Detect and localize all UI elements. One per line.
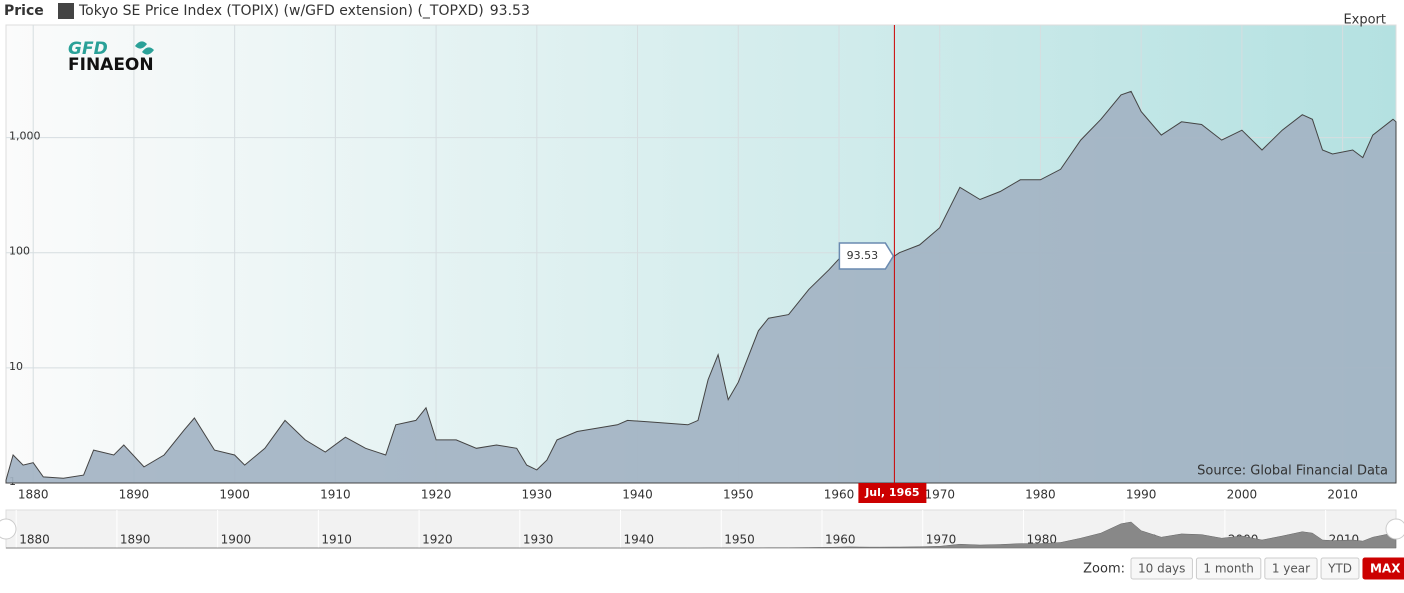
x-tick-label: 1950 [723, 488, 754, 502]
x-tick-label: 1970 [924, 488, 955, 502]
navigator-tick-label: 1910 [321, 533, 352, 547]
zoom-button-label[interactable]: 1 month [1203, 562, 1253, 576]
crosshair-x-label-bg [858, 483, 927, 503]
navigator-handle[interactable] [1385, 518, 1404, 540]
x-tick-label: 1940 [622, 488, 653, 502]
x-tick-label: 1990 [1126, 488, 1157, 502]
x-tick-label: 1930 [522, 488, 553, 502]
logo-leaves [135, 41, 154, 55]
zoom-button[interactable] [1362, 557, 1404, 580]
header-value: 93.53 [490, 3, 530, 19]
zoom-button-label[interactable]: MAX [1370, 562, 1401, 576]
x-tick-label: 1900 [219, 488, 250, 502]
navigator-handle[interactable] [0, 518, 17, 540]
area-series [5, 90, 1397, 484]
zoom-button[interactable] [1264, 557, 1318, 580]
zoom-button-label[interactable]: YTD [1327, 562, 1352, 576]
zoom-buttons: 10 days 1 month 1 year YTD MAX [1130, 557, 1404, 580]
y-tick-label: 1,000 [9, 130, 41, 143]
navigator-tick-label: 1960 [825, 533, 856, 547]
export-button[interactable]: Export [1343, 13, 1386, 28]
navigator-tick-label: 1940 [624, 533, 655, 547]
header-label: Price [4, 3, 44, 19]
x-tick-label: 2000 [1227, 488, 1258, 502]
navigator-tick-label: 1950 [724, 533, 755, 547]
navigator-tick-label: 1900 [221, 533, 252, 547]
zoom-button[interactable] [1320, 557, 1360, 580]
x-tick-label: 1980 [1025, 488, 1056, 502]
zoom-button[interactable] [1130, 557, 1193, 580]
navigator-tick-label: 1930 [523, 533, 554, 547]
navigator-tick-label: 1880 [19, 533, 50, 547]
x-tick-label: 2010 [1327, 488, 1358, 502]
zoom-button[interactable] [1195, 557, 1262, 580]
navigator-series: 1880 1890 1900 1910 1920 1930 1940 1950 1960 1970… [6, 510, 1397, 549]
navigator-tick-label: 1920 [422, 533, 453, 547]
zoom-label: Zoom: [1083, 562, 1125, 577]
x-tick-label: 1890 [119, 488, 150, 502]
zoom-button-label[interactable]: 10 days [1138, 562, 1185, 576]
navigator-tick-label: 1970 [926, 533, 957, 547]
x-tick-label: 1960 [824, 488, 855, 502]
legend-swatch [58, 3, 74, 19]
x-tick-label: 1910 [320, 488, 351, 502]
tooltip-value: 93.53 [847, 249, 879, 262]
source-note: Source: Global Financial Data [1197, 464, 1388, 479]
y-tick-label: 100 [9, 245, 30, 258]
x-tick-label: 1880 [18, 488, 49, 502]
crosshair-x-label: Jul, 1965 [864, 486, 919, 499]
plot: 1101001,00018801890190019101920193019401… [5, 25, 1397, 503]
zoom-button-label[interactable]: 1 year [1272, 562, 1310, 576]
logo-bottom: FINAEON [68, 55, 154, 75]
tooltip-box [838, 242, 895, 270]
navigator-area [6, 521, 1397, 549]
navigator-tick-label: 1890 [120, 533, 151, 547]
legend-entry: Tokyo SE Price Index (TOPIX) (w/GFD exte… [78, 3, 484, 19]
x-tick-label: 1920 [421, 488, 452, 502]
logo-top: GFD [68, 39, 108, 59]
y-tick-label: 10 [9, 360, 23, 373]
